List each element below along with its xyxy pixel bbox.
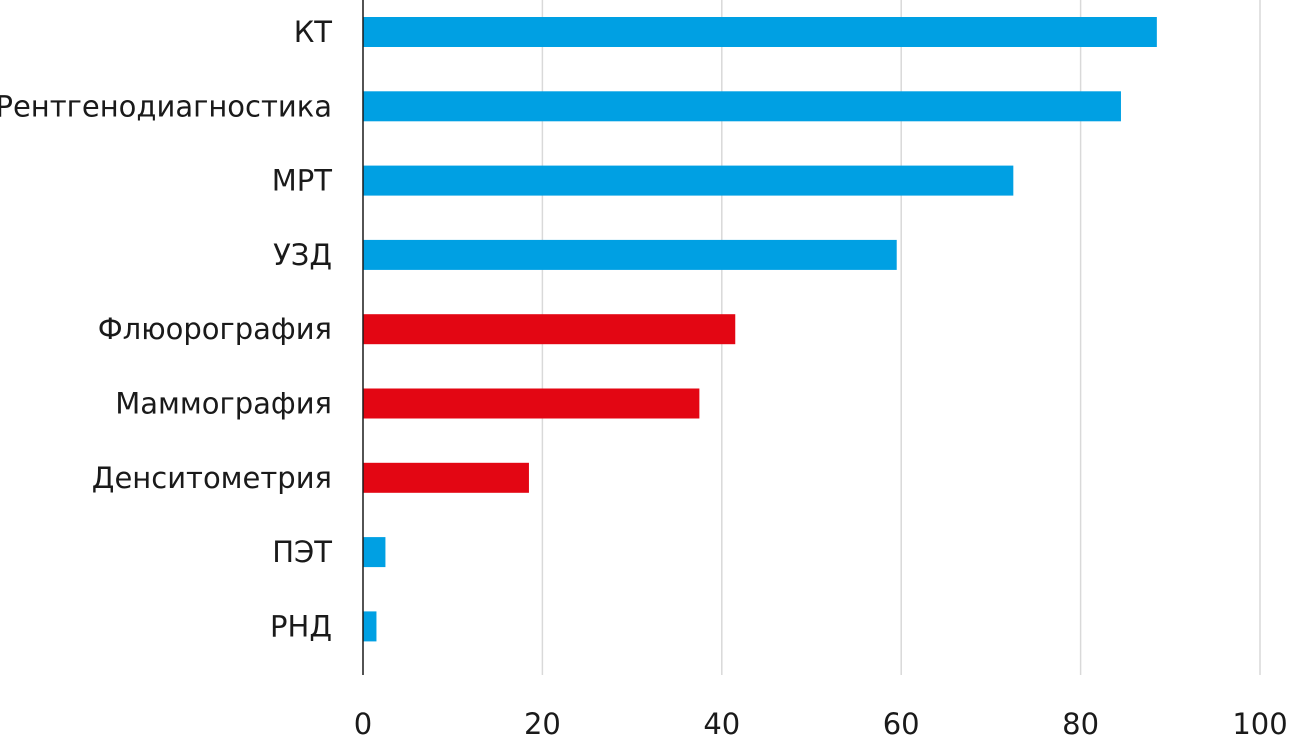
x-tick-label-0: 0 xyxy=(354,707,372,741)
x-tick-label-100: 100 xyxy=(1232,707,1287,741)
category-label-4: УЗД xyxy=(273,238,332,272)
bar-5 xyxy=(363,314,736,345)
bar-1 xyxy=(363,17,1157,47)
category-label-2: Рентгенодиагностика xyxy=(0,89,332,123)
bar-4 xyxy=(363,239,897,270)
bar-8 xyxy=(363,537,386,568)
category-label-7: Денситометрия xyxy=(92,461,332,495)
category-label-3: МРТ xyxy=(272,164,333,198)
category-labels: КТ Рентгенодиагностика МРТ УЗД Флюорография М… xyxy=(0,15,332,643)
x-tick-label-20: 20 xyxy=(524,707,561,741)
bar-9 xyxy=(363,611,377,642)
bars xyxy=(363,17,1157,642)
bar-7 xyxy=(363,462,529,493)
bar-6 xyxy=(363,388,700,419)
x-tick-label-80: 80 xyxy=(1062,707,1099,741)
x-tick-label-40: 40 xyxy=(703,707,740,741)
category-label-5: Флюорография xyxy=(98,312,332,346)
category-label-8: ПЭТ xyxy=(272,535,332,569)
bar-3 xyxy=(363,165,1014,196)
x-tick-labels: 0 20 40 60 80 100 xyxy=(354,707,1288,741)
bar-2 xyxy=(363,91,1121,122)
category-label-1: КТ xyxy=(294,15,333,49)
category-label-9: РНД xyxy=(270,609,332,643)
x-tick-label-60: 60 xyxy=(883,707,920,741)
category-label-6: Маммография xyxy=(115,387,332,421)
